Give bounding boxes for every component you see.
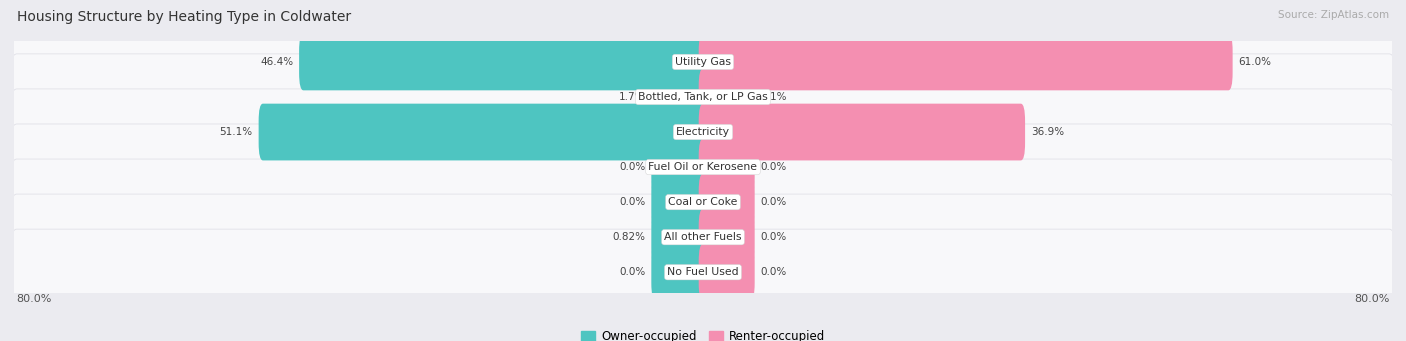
Text: Source: ZipAtlas.com: Source: ZipAtlas.com [1278,10,1389,20]
FancyBboxPatch shape [699,139,755,195]
FancyBboxPatch shape [651,174,707,231]
Text: Housing Structure by Heating Type in Coldwater: Housing Structure by Heating Type in Col… [17,10,352,24]
Text: 80.0%: 80.0% [1354,294,1389,304]
FancyBboxPatch shape [10,159,1396,245]
FancyBboxPatch shape [699,33,1233,90]
FancyBboxPatch shape [10,54,1396,140]
FancyBboxPatch shape [699,209,755,266]
Text: 0.0%: 0.0% [619,267,645,277]
Legend: Owner-occupied, Renter-occupied: Owner-occupied, Renter-occupied [581,330,825,341]
Text: 0.0%: 0.0% [761,162,787,172]
Text: 0.0%: 0.0% [761,232,787,242]
Text: 0.0%: 0.0% [761,197,787,207]
FancyBboxPatch shape [651,139,707,195]
Text: 0.0%: 0.0% [619,197,645,207]
Text: 0.0%: 0.0% [761,267,787,277]
Text: Coal or Coke: Coal or Coke [668,197,738,207]
Text: 46.4%: 46.4% [260,57,292,67]
Text: No Fuel Used: No Fuel Used [668,267,738,277]
FancyBboxPatch shape [651,69,707,125]
Text: 61.0%: 61.0% [1239,57,1271,67]
FancyBboxPatch shape [651,244,707,301]
FancyBboxPatch shape [699,244,755,301]
FancyBboxPatch shape [699,69,755,125]
FancyBboxPatch shape [10,194,1396,280]
Text: 80.0%: 80.0% [17,294,52,304]
Text: 0.0%: 0.0% [619,162,645,172]
Text: Utility Gas: Utility Gas [675,57,731,67]
Text: All other Fuels: All other Fuels [664,232,742,242]
FancyBboxPatch shape [299,33,707,90]
Text: 0.82%: 0.82% [612,232,645,242]
Text: 51.1%: 51.1% [219,127,253,137]
FancyBboxPatch shape [699,174,755,231]
Text: Electricity: Electricity [676,127,730,137]
FancyBboxPatch shape [10,89,1396,175]
FancyBboxPatch shape [10,124,1396,210]
Text: 1.7%: 1.7% [619,92,645,102]
Text: 36.9%: 36.9% [1031,127,1064,137]
Text: Bottled, Tank, or LP Gas: Bottled, Tank, or LP Gas [638,92,768,102]
FancyBboxPatch shape [10,19,1396,105]
Text: Fuel Oil or Kerosene: Fuel Oil or Kerosene [648,162,758,172]
FancyBboxPatch shape [651,209,707,266]
FancyBboxPatch shape [699,104,1025,160]
Text: 2.1%: 2.1% [761,92,787,102]
FancyBboxPatch shape [10,229,1396,315]
FancyBboxPatch shape [259,104,707,160]
